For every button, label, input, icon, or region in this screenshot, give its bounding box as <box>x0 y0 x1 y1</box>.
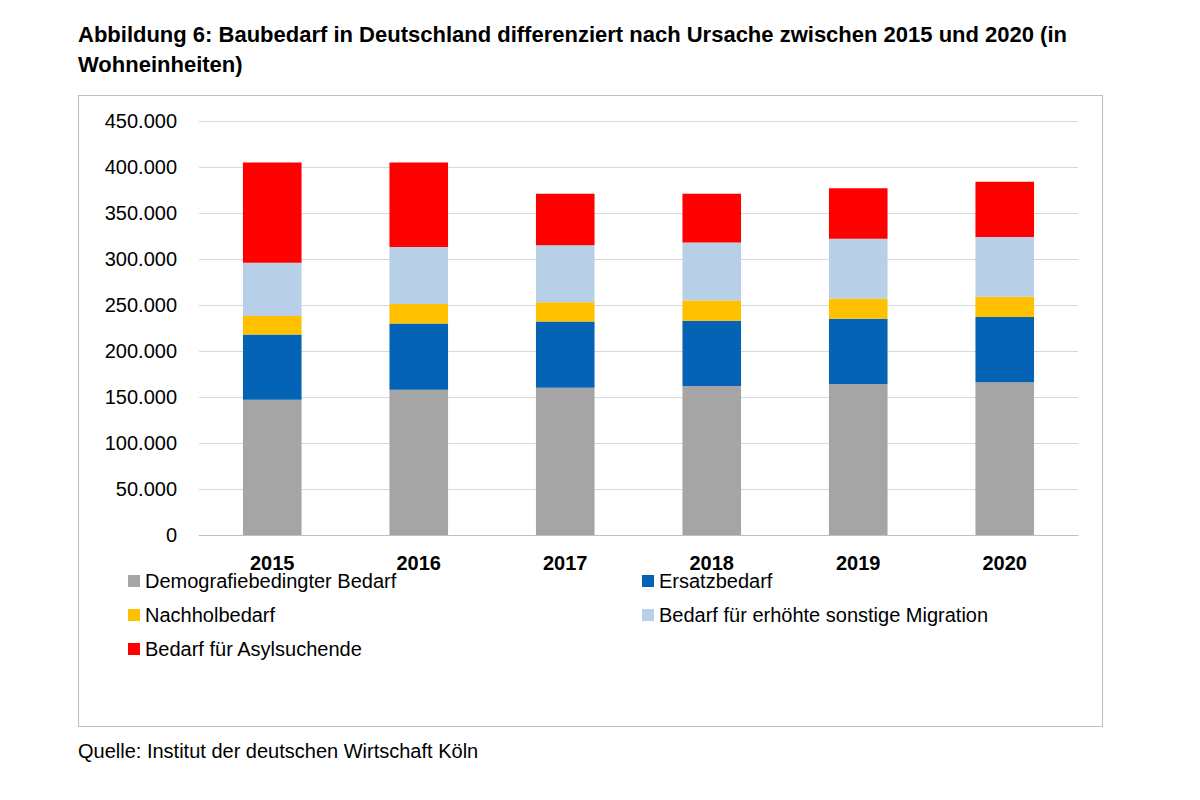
svg-text:2017: 2017 <box>543 552 588 574</box>
svg-text:Ersatzbedarf: Ersatzbedarf <box>659 570 773 592</box>
svg-text:2019: 2019 <box>836 552 881 574</box>
svg-text:Demografiebedingter Bedarf: Demografiebedingter Bedarf <box>145 570 397 592</box>
svg-text:50.000: 50.000 <box>116 478 177 500</box>
svg-text:400.000: 400.000 <box>105 156 177 178</box>
svg-text:450.000: 450.000 <box>105 110 177 132</box>
svg-text:2015: 2015 <box>250 552 295 574</box>
svg-text:Bedarf für erhöhte sonstige Mi: Bedarf für erhöhte sonstige Migration <box>659 604 988 626</box>
svg-text:100.000: 100.000 <box>105 432 177 454</box>
svg-text:2016: 2016 <box>397 552 442 574</box>
svg-text:150.000: 150.000 <box>105 386 177 408</box>
html-text:Abbildung 6: Baubedarf in Deut: Abbildung 6: Baubedarf in Deutschland di… <box>78 22 1067 77</box>
svg-text:200.000: 200.000 <box>105 340 177 362</box>
svg-text:250.000: 250.000 <box>105 294 177 316</box>
svg-text:0: 0 <box>166 524 177 546</box>
svg-text:300.000: 300.000 <box>105 248 177 270</box>
svg-text:2018: 2018 <box>689 552 734 574</box>
svg-text:2020: 2020 <box>983 552 1028 574</box>
svg-text:350.000: 350.000 <box>105 202 177 224</box>
svg-text:Nachholbedarf: Nachholbedarf <box>145 604 276 626</box>
svg-text:Bedarf für Asylsuchende: Bedarf für Asylsuchende <box>145 638 362 660</box>
html-text:Quelle: Institut der deutschen: Quelle: Institut der deutschen Wirtschaf… <box>78 740 479 762</box>
